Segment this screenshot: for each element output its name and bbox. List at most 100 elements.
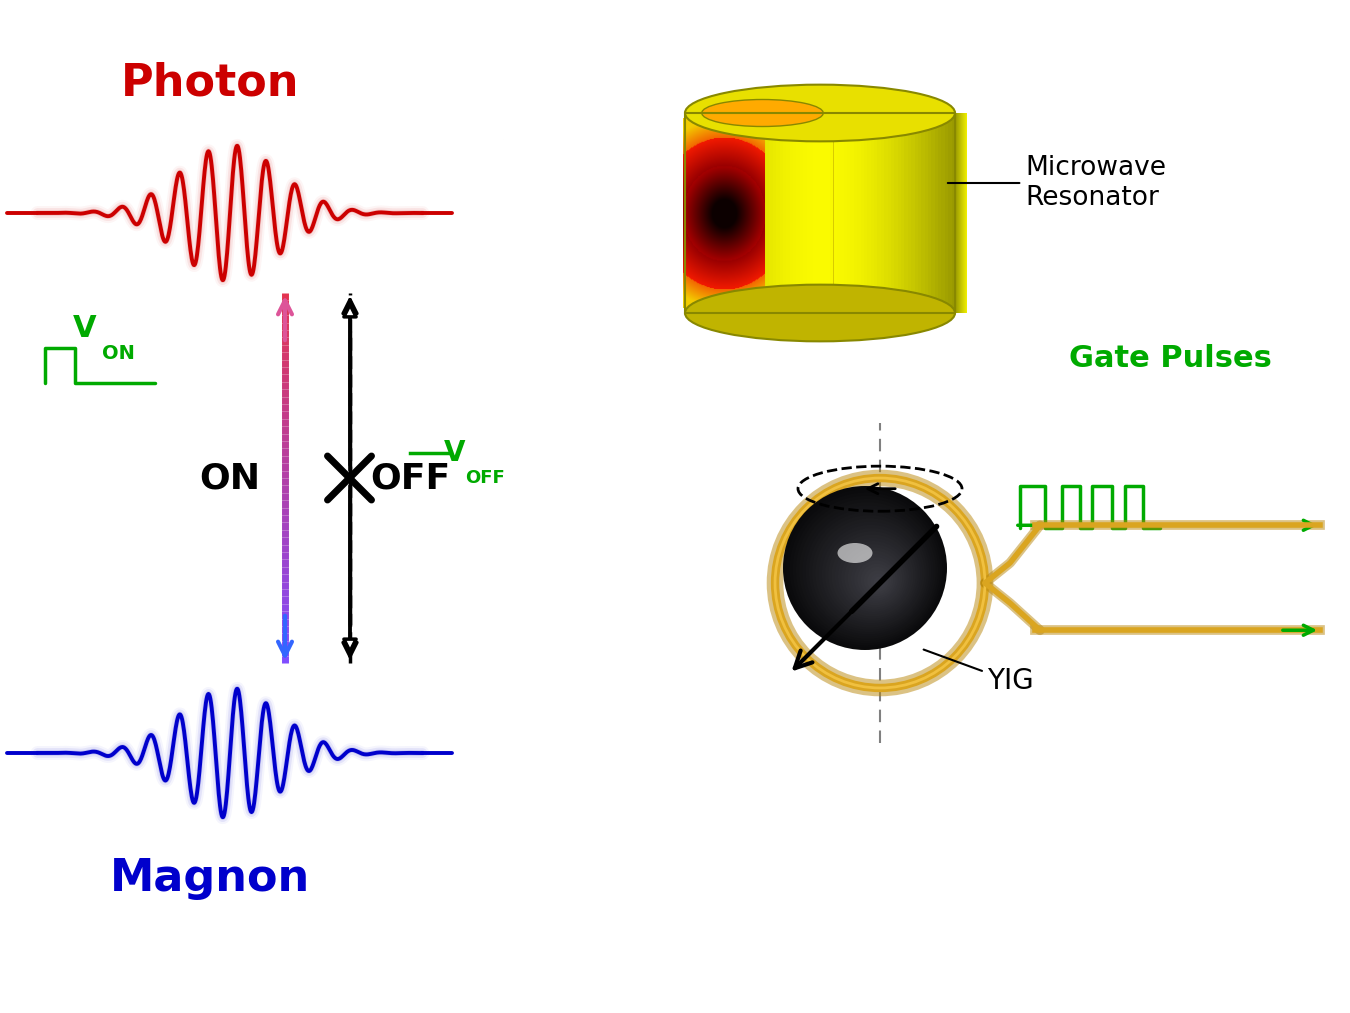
Polygon shape — [813, 113, 817, 313]
Polygon shape — [695, 113, 698, 313]
Polygon shape — [732, 113, 736, 313]
Polygon shape — [790, 113, 792, 313]
Circle shape — [786, 489, 945, 647]
Circle shape — [832, 535, 914, 617]
Polygon shape — [810, 113, 813, 313]
Polygon shape — [840, 113, 844, 313]
Polygon shape — [907, 113, 911, 313]
Circle shape — [822, 525, 921, 623]
Text: $\mathbf{V}$: $\mathbf{V}$ — [73, 313, 97, 342]
Polygon shape — [745, 113, 749, 313]
Text: YIG: YIG — [923, 649, 1034, 695]
Polygon shape — [824, 113, 826, 313]
Circle shape — [806, 509, 931, 634]
Polygon shape — [884, 113, 887, 313]
Polygon shape — [833, 113, 837, 313]
Polygon shape — [759, 113, 763, 313]
Circle shape — [834, 538, 911, 614]
Circle shape — [867, 570, 888, 592]
Polygon shape — [900, 113, 904, 313]
Polygon shape — [934, 113, 938, 313]
Circle shape — [855, 557, 898, 601]
Polygon shape — [880, 113, 884, 313]
Circle shape — [848, 551, 902, 606]
Polygon shape — [931, 113, 934, 313]
Polygon shape — [941, 113, 945, 313]
Circle shape — [796, 499, 938, 641]
Polygon shape — [799, 113, 803, 313]
Polygon shape — [722, 113, 725, 313]
Text: OFF: OFF — [466, 469, 505, 487]
Polygon shape — [860, 113, 864, 313]
Polygon shape — [891, 113, 894, 313]
Polygon shape — [925, 113, 927, 313]
Circle shape — [815, 519, 925, 628]
Polygon shape — [769, 113, 772, 313]
Circle shape — [790, 492, 942, 645]
Circle shape — [809, 512, 929, 632]
Circle shape — [818, 522, 922, 625]
Polygon shape — [698, 113, 702, 313]
Polygon shape — [752, 113, 756, 313]
Polygon shape — [894, 113, 898, 313]
Polygon shape — [756, 113, 759, 313]
Polygon shape — [914, 113, 918, 313]
Polygon shape — [684, 113, 954, 313]
Polygon shape — [711, 113, 716, 313]
Polygon shape — [830, 113, 833, 313]
Circle shape — [799, 502, 936, 639]
Polygon shape — [796, 113, 799, 313]
Polygon shape — [887, 113, 891, 313]
Polygon shape — [918, 113, 921, 313]
Ellipse shape — [684, 85, 954, 142]
Polygon shape — [921, 113, 925, 313]
Polygon shape — [736, 113, 738, 313]
Circle shape — [873, 576, 884, 588]
Polygon shape — [725, 113, 729, 313]
Circle shape — [850, 554, 900, 603]
Text: Magnon: Magnon — [109, 857, 311, 900]
Circle shape — [871, 573, 887, 590]
Ellipse shape — [684, 285, 954, 341]
Polygon shape — [729, 113, 732, 313]
Polygon shape — [817, 113, 819, 313]
Circle shape — [838, 541, 909, 612]
Polygon shape — [776, 113, 779, 313]
Polygon shape — [803, 113, 806, 313]
Circle shape — [860, 563, 894, 597]
Polygon shape — [927, 113, 931, 313]
Circle shape — [876, 579, 883, 586]
Polygon shape — [864, 113, 867, 313]
Polygon shape — [786, 113, 790, 313]
Circle shape — [857, 560, 895, 599]
Circle shape — [845, 547, 905, 608]
Circle shape — [825, 528, 918, 621]
Text: Photon: Photon — [120, 62, 300, 104]
Polygon shape — [684, 113, 688, 313]
Polygon shape — [819, 113, 823, 313]
Polygon shape — [763, 113, 765, 313]
Polygon shape — [878, 113, 880, 313]
Text: ON: ON — [101, 343, 135, 363]
Polygon shape — [716, 113, 718, 313]
Polygon shape — [691, 113, 695, 313]
Circle shape — [813, 515, 927, 630]
Polygon shape — [826, 113, 830, 313]
Polygon shape — [779, 113, 783, 313]
Polygon shape — [772, 113, 776, 313]
Polygon shape — [837, 113, 840, 313]
Circle shape — [802, 505, 934, 636]
Polygon shape — [709, 113, 711, 313]
Text: Gate Pulses: Gate Pulses — [1069, 343, 1272, 373]
Polygon shape — [765, 113, 769, 313]
Polygon shape — [792, 113, 796, 313]
Text: OFF: OFF — [370, 461, 450, 495]
Polygon shape — [857, 113, 860, 313]
Polygon shape — [904, 113, 907, 313]
Polygon shape — [873, 113, 878, 313]
Polygon shape — [738, 113, 742, 313]
Polygon shape — [846, 113, 850, 313]
Text: $\mathbf{V}$: $\mathbf{V}$ — [443, 439, 467, 467]
Polygon shape — [948, 113, 952, 313]
Ellipse shape — [837, 543, 872, 563]
